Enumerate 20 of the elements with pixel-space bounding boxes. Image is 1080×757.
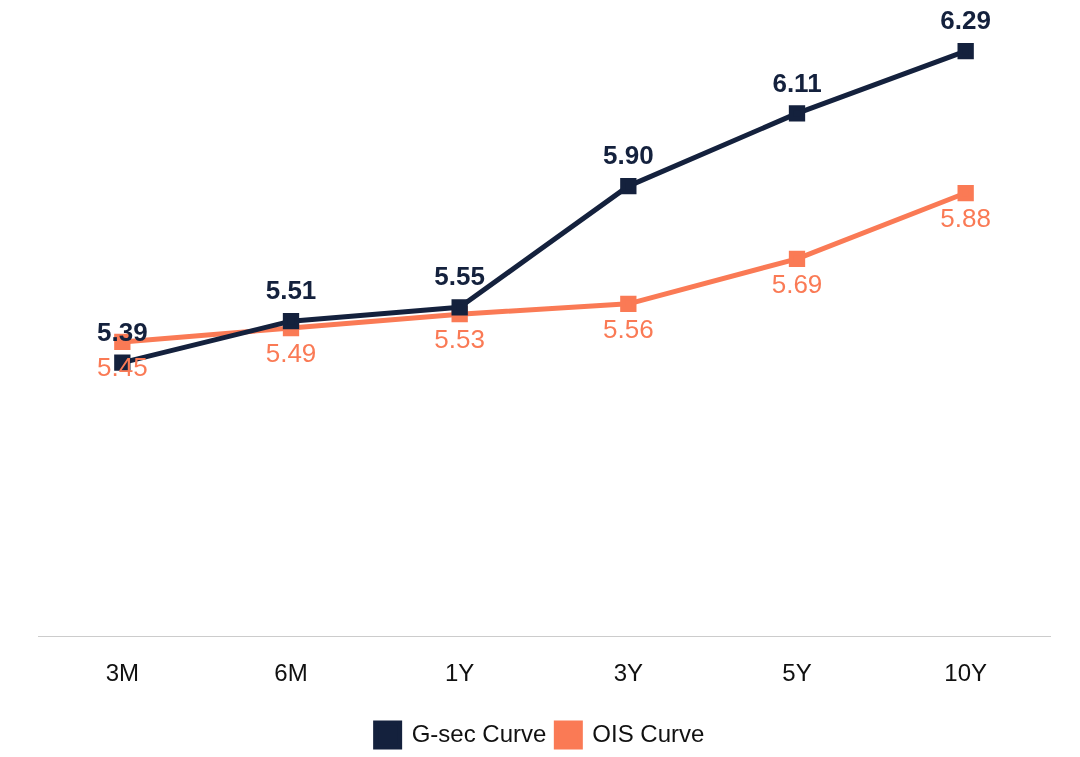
x-tick-label: 6M [274,659,308,687]
data-label: 5.53 [434,324,485,355]
data-label: 5.39 [97,316,148,347]
data-label: 5.56 [603,314,654,344]
data-label: 6.29 [940,5,991,36]
x-tick-label: 3Y [613,659,644,687]
data-label: 5.45 [97,352,148,383]
x-tick-label: 5Y [782,659,812,687]
data-label: 5.51 [265,275,317,306]
data-label: 5.90 [603,140,654,171]
legend-label: G-sec Curve [411,719,547,747]
data-label: 5.69 [771,268,823,299]
data-label: 5.88 [940,203,991,234]
data-label: 5.49 [265,338,317,369]
x-tick-label: 1Y [444,659,475,687]
x-tick-label: 3M [105,659,140,687]
data-label: 6.11 [772,67,822,98]
legend-label: OIS Curve [592,719,705,747]
x-tick-label: 10Y [944,659,988,687]
data-label: 5.55 [434,261,485,292]
